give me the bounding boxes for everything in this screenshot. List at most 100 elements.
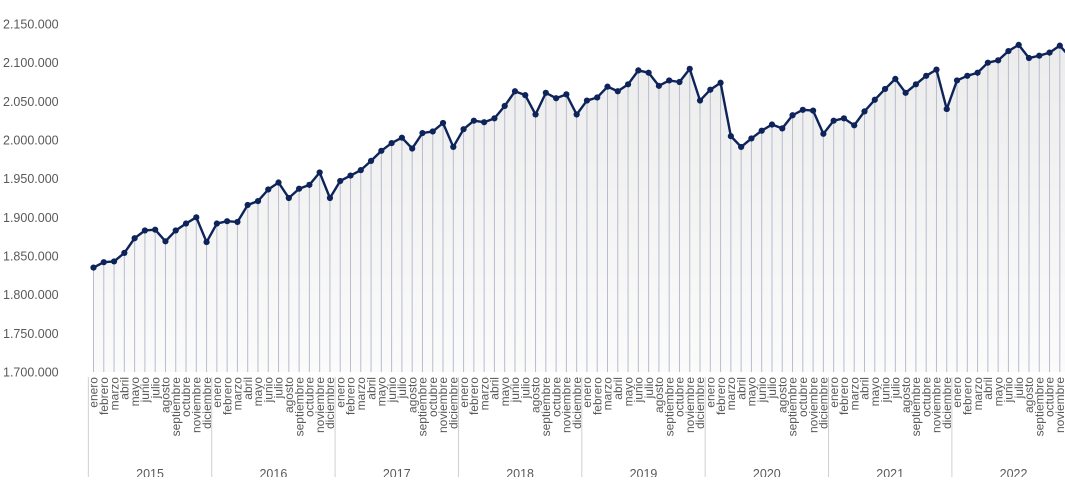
data-point (532, 111, 538, 117)
data-point (183, 220, 189, 226)
data-point (286, 195, 292, 201)
data-point (378, 148, 384, 154)
data-point (553, 95, 559, 101)
x-tick-label-year: 2017 (383, 467, 411, 477)
data-point (933, 67, 939, 73)
data-point (666, 77, 672, 83)
data-point (471, 118, 477, 124)
data-point (245, 202, 251, 208)
y-tick-label: 1.900.000 (3, 211, 59, 225)
series-area (94, 45, 1065, 372)
x-tick-label-year: 2016 (259, 467, 287, 477)
data-point (368, 158, 374, 164)
data-point (615, 88, 621, 94)
data-point (584, 97, 590, 103)
data-point (800, 107, 806, 113)
data-point (820, 131, 826, 137)
data-point (594, 94, 600, 100)
data-point (831, 118, 837, 124)
data-point (1005, 48, 1011, 54)
data-point (399, 135, 405, 141)
data-point (543, 90, 549, 96)
data-point (132, 235, 138, 241)
data-point (687, 66, 693, 72)
data-point (944, 106, 950, 112)
data-point (409, 145, 415, 151)
data-point (861, 108, 867, 114)
data-point (419, 130, 425, 136)
data-point (707, 87, 713, 93)
data-point (892, 76, 898, 82)
data-point (635, 67, 641, 73)
data-point (563, 91, 569, 97)
data-point (1057, 43, 1063, 49)
data-point (717, 80, 723, 86)
data-point (676, 79, 682, 85)
data-point (779, 125, 785, 131)
data-point (882, 86, 888, 92)
data-point (1036, 53, 1042, 59)
data-point (1046, 50, 1052, 56)
data-point (101, 259, 107, 265)
data-point (224, 218, 230, 224)
data-point (203, 239, 209, 245)
data-point (327, 195, 333, 201)
data-point (769, 121, 775, 127)
x-tick-label-year: 2018 (506, 467, 534, 477)
data-point (872, 97, 878, 103)
data-point (121, 250, 127, 256)
data-point (265, 186, 271, 192)
data-point (810, 108, 816, 114)
data-point (697, 97, 703, 103)
data-point (625, 81, 631, 87)
data-point (1016, 42, 1022, 48)
data-point (985, 60, 991, 66)
data-point (90, 265, 96, 271)
y-tick-label: 2.150.000 (3, 18, 59, 32)
data-point (1026, 55, 1032, 61)
data-point (759, 128, 765, 134)
data-point (522, 92, 528, 98)
data-point (574, 111, 580, 117)
y-tick-label: 1.750.000 (3, 327, 59, 341)
data-point (974, 70, 980, 76)
data-point (903, 90, 909, 96)
y-tick-label: 1.850.000 (3, 250, 59, 264)
data-point (193, 214, 199, 220)
data-point (491, 115, 497, 121)
x-tick-label-year: 2015 (136, 467, 164, 477)
y-tick-label: 1.950.000 (3, 172, 59, 186)
area-fill-layer (94, 45, 1065, 372)
data-point (430, 128, 436, 134)
data-point (255, 198, 261, 204)
x-tick-label-year: 2020 (753, 467, 781, 477)
y-tick-label: 1.800.000 (3, 288, 59, 302)
data-point (460, 126, 466, 132)
y-tick-label: 1.700.000 (3, 366, 59, 380)
data-point (214, 220, 220, 226)
data-point (656, 83, 662, 89)
x-tick-label-year: 2021 (876, 467, 904, 477)
x-axis: enerofebreromarzoabrilmayojuniojulioagos… (87, 377, 1065, 477)
data-point (111, 258, 117, 264)
data-point (389, 140, 395, 146)
data-point (162, 238, 168, 244)
data-point (152, 227, 158, 233)
data-point (502, 103, 508, 109)
data-point (275, 179, 281, 185)
data-point (851, 122, 857, 128)
data-point (440, 120, 446, 126)
data-point (306, 182, 312, 188)
y-tick-label: 2.050.000 (3, 95, 59, 109)
data-point (481, 119, 487, 125)
data-point (337, 178, 343, 184)
y-tick-label: 2.000.000 (3, 134, 59, 148)
data-point (913, 81, 919, 87)
data-point (317, 169, 323, 175)
data-point (964, 73, 970, 79)
data-point (173, 227, 179, 233)
data-point (347, 172, 353, 178)
y-tick-label: 2.100.000 (3, 56, 59, 70)
data-point (748, 135, 754, 141)
